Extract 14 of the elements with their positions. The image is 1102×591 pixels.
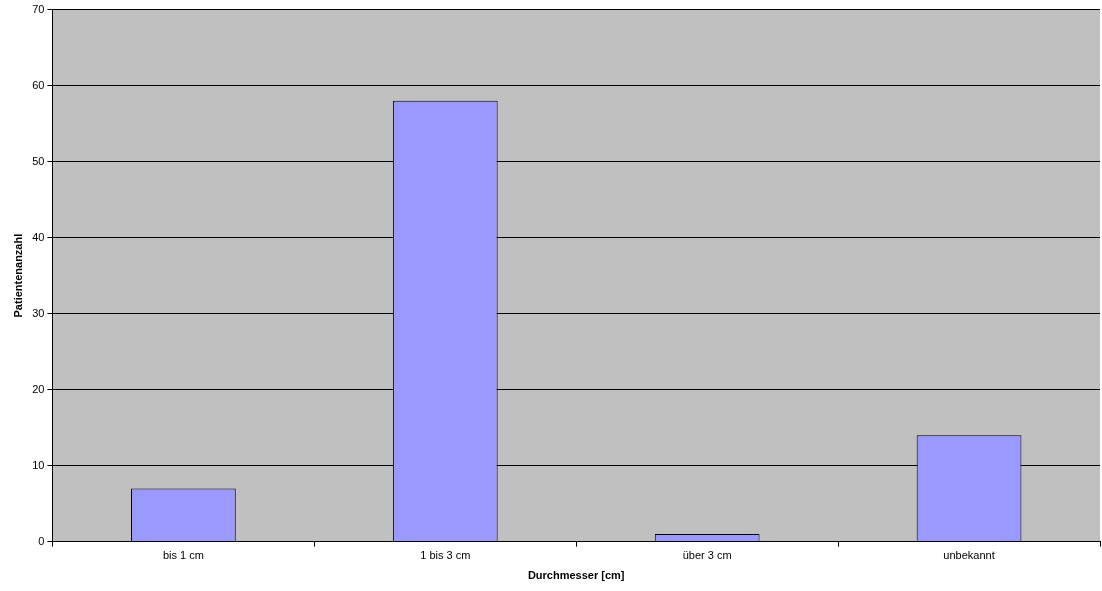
x-tick-label: 1 bis 3 cm xyxy=(420,549,471,562)
x-tick-label: unbekannt xyxy=(943,549,995,562)
x-axis-title: Durchmesser [cm] xyxy=(527,569,625,582)
y-tick-label: 10 xyxy=(32,458,45,471)
y-axis-title: Patientenanzahl xyxy=(11,233,24,318)
y-tick-label: 0 xyxy=(38,534,45,547)
y-tick-label: 40 xyxy=(32,230,45,243)
y-tick-label: 30 xyxy=(32,306,45,319)
y-tick-label: 50 xyxy=(32,154,45,167)
x-tick-label: über 3 cm xyxy=(682,549,732,562)
x-tick-label: bis 1 cm xyxy=(162,549,204,562)
y-tick-label: 60 xyxy=(32,78,45,91)
y-tick-label: 20 xyxy=(32,382,45,395)
y-tick-label: 70 xyxy=(32,2,45,15)
